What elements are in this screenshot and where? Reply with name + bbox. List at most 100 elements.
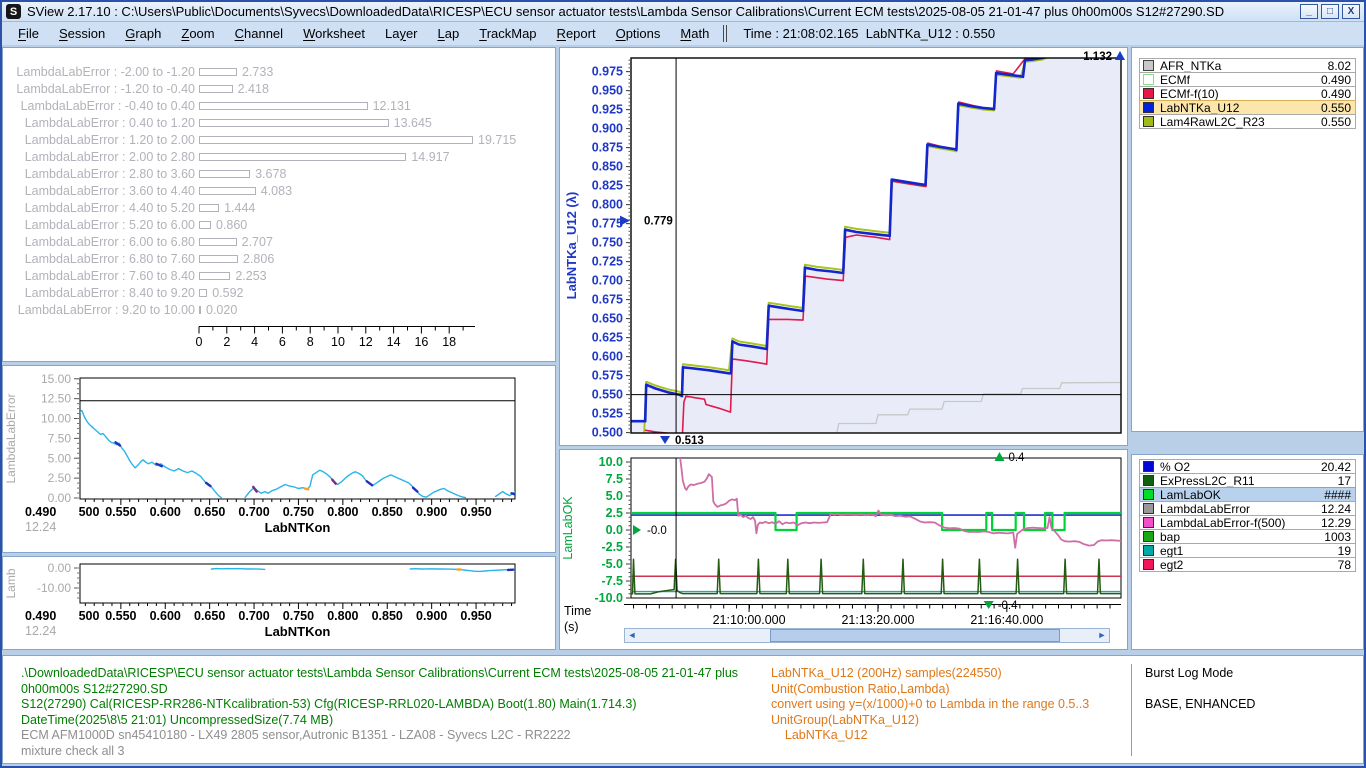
svg-text:-2.5: -2.5: [601, 540, 623, 554]
menu-worksheet[interactable]: Worksheet: [303, 26, 365, 41]
title-bar[interactable]: S SView 2.17.10 : C:\Users\Public\Docume…: [2, 2, 1364, 22]
menu-layer[interactable]: Layer: [384, 26, 418, 41]
time-scrollbar[interactable]: ◄ ►: [624, 628, 1110, 643]
histogram-row-label: LambdaLabError : 0.40 to 1.20: [24, 115, 195, 130]
histogram-row-label: LambdaLabError : 2.00 to 2.80: [24, 149, 195, 164]
labntka-u12-main-chart-panel[interactable]: 0.500 0.525 0.550 0.575 0.600 0.625 0.650 0.675…: [559, 47, 1128, 446]
lamb-vs-labntkon-chart-panel[interactable]: 0.00 -10.00 500 0.550 0.600 0.650 0.700 0.750 0.…: [2, 556, 556, 650]
menu-session[interactable]: Session: [58, 26, 106, 41]
histogram-bar: [199, 135, 474, 144]
restore-button[interactable]: □: [1321, 4, 1339, 19]
menu-zoom[interactable]: Zoom: [181, 26, 215, 41]
svg-text:12.50: 12.50: [41, 392, 71, 406]
svg-text:10.00: 10.00: [41, 412, 71, 426]
svg-text:10: 10: [331, 335, 345, 349]
histogram-row: LambdaLabError : -0.40 to 0.40 12.131: [3, 98, 411, 113]
channel-row[interactable]: egt2 78: [1139, 557, 1356, 572]
menu-graph[interactable]: Graph: [125, 26, 162, 41]
channel-row[interactable]: bap 1003: [1139, 529, 1356, 544]
channel-color-swatch: [1143, 531, 1154, 542]
status-line: Unit(Combustion Ratio,Lambda): [771, 681, 950, 696]
status-line: Burst Log Mode: [1145, 666, 1234, 680]
channel-row[interactable]: ECMf-f(10) 0.490: [1139, 86, 1356, 101]
window-controls: _ □ X: [1300, 4, 1360, 19]
svg-text:0.650: 0.650: [194, 505, 225, 519]
svg-text:5.00: 5.00: [48, 451, 72, 465]
lamb-chart[interactable]: 0.00 -10.00 500 0.550 0.600 0.650 0.700 0.750 0.…: [3, 557, 555, 649]
channel-name: % O2: [1160, 459, 1191, 474]
svg-text:0.700: 0.700: [238, 505, 269, 519]
svg-text:0.750: 0.750: [283, 505, 314, 519]
svg-text:0.950: 0.950: [460, 609, 491, 623]
channel-color-swatch: [1143, 545, 1154, 556]
menu-report[interactable]: Report: [556, 26, 596, 41]
svg-text:LabNTKon: LabNTKon: [265, 624, 331, 639]
histogram-bar: [199, 305, 201, 314]
svg-text:0.600: 0.600: [150, 505, 181, 519]
menu-lap[interactable]: Lap: [437, 26, 460, 41]
close-button[interactable]: X: [1342, 4, 1360, 19]
histogram-bar-value: 0.592: [212, 285, 244, 300]
histogram-bar-value: 19.715: [478, 132, 517, 147]
app-logo-icon: S: [6, 4, 21, 19]
svg-text:0.513: 0.513: [675, 435, 704, 445]
channel-row[interactable]: egt1 19: [1139, 543, 1356, 558]
channel-row[interactable]: % O2 20.42: [1139, 459, 1356, 474]
channel-row[interactable]: LambdaLabError 12.24: [1139, 501, 1356, 516]
svg-text:0.800: 0.800: [592, 198, 623, 212]
channel-row[interactable]: ExPressL2C_R11 17: [1139, 473, 1356, 488]
lamlabok-time-chart-panel[interactable]: 10.0 7.5 5.0 2.5 0.0 -2.5 -5.0 -7.5 -10.0 LamLabO…: [559, 449, 1128, 650]
svg-text:LambdaLabError: LambdaLabError: [4, 393, 18, 483]
scroll-right-arrow[interactable]: ►: [1097, 630, 1107, 640]
svg-text:-10.00: -10.00: [37, 581, 71, 595]
lambdalaberror-chart[interactable]: 0.00 2.50 5.00 7.50 10.00 12.50 15.00 500 0.550 0…: [3, 366, 555, 552]
histogram-row: LambdaLabError : 2.80 to 3.60 3.678: [3, 166, 287, 181]
histogram-row: LambdaLabError : 5.20 to 6.00 0.860: [3, 217, 248, 232]
status-info-panel: .\DownloadedData\RICESP\ECU sensor actua…: [2, 655, 1364, 764]
svg-text:0.490: 0.490: [25, 609, 56, 623]
menu-channel[interactable]: Channel: [234, 26, 284, 41]
scroll-left-arrow[interactable]: ◄: [627, 630, 637, 640]
svg-text:0.525: 0.525: [592, 407, 623, 421]
menu-trackmap[interactable]: TrackMap: [479, 26, 537, 41]
svg-text:0.490: 0.490: [25, 505, 56, 519]
channel-value: 12.29: [1320, 515, 1351, 530]
lamlabok-chart[interactable]: 10.0 7.5 5.0 2.5 0.0 -2.5 -5.0 -7.5 -10.0 LamLabO…: [560, 450, 1127, 649]
labntka-u12-chart[interactable]: 0.500 0.525 0.550 0.575 0.600 0.625 0.650 0.675…: [560, 48, 1127, 445]
histogram-bar: [199, 101, 368, 110]
menu-file[interactable]: File: [18, 26, 39, 41]
minimize-button[interactable]: _: [1300, 4, 1318, 19]
lambda-error-histogram-panel[interactable]: LambdaLabError : -2.00 to -1.20 2.733 Lamb…: [2, 47, 556, 362]
svg-text:2.5: 2.5: [606, 506, 623, 520]
svg-text:0.725: 0.725: [592, 255, 623, 269]
channel-row[interactable]: LamLabOK ####: [1139, 487, 1356, 502]
channel-row[interactable]: LambdaLabError-f(500) 12.29: [1139, 515, 1356, 530]
histogram-row: LambdaLabError : 1.20 to 2.00 19.715: [3, 132, 517, 147]
menu-math[interactable]: Math: [680, 26, 710, 41]
lambdalaberror-vs-labntkon-chart-panel[interactable]: 0.00 2.50 5.00 7.50 10.00 12.50 15.00 500 0.550 0…: [2, 365, 556, 553]
svg-text:15.00: 15.00: [41, 372, 71, 386]
channel-row[interactable]: ECMf 0.490: [1139, 72, 1356, 87]
menu-options[interactable]: Options: [615, 26, 661, 41]
svg-text:18: 18: [442, 335, 456, 349]
channel-row[interactable]: LabNTKa_U12 0.550: [1139, 100, 1356, 115]
histogram-row: LambdaLabError : 3.60 to 4.40 4.083: [3, 183, 292, 198]
channel-name: egt1: [1160, 543, 1184, 558]
svg-text:0.775: 0.775: [592, 217, 623, 231]
status-line: 0h00m00s S12#27290.SD: [21, 681, 168, 696]
svg-text:0.550: 0.550: [592, 388, 623, 402]
channel-row[interactable]: AFR_NTKa 8.02: [1139, 58, 1356, 73]
svg-text:-0.4: -0.4: [998, 600, 1018, 612]
channel-name: AFR_NTKa: [1160, 58, 1222, 73]
window-title: SView 2.17.10 : C:\Users\Public\Document…: [27, 4, 1225, 19]
histogram-row: LambdaLabError : -2.00 to -1.20 2.733: [3, 64, 273, 79]
svg-text:LabNTKa_U12 (λ): LabNTKa_U12 (λ): [564, 192, 579, 300]
histogram-bar-value: 2.418: [237, 81, 269, 96]
histogram-bar-value: 2.733: [241, 64, 274, 79]
channel-row[interactable]: Lam4RawL2C_R23 0.550: [1139, 114, 1356, 129]
histogram-bar: [199, 203, 220, 212]
scroll-thumb[interactable]: [770, 629, 1060, 642]
histogram-bar-value: 2.253: [235, 268, 267, 283]
svg-text:10.0: 10.0: [599, 455, 623, 469]
histogram-row: LambdaLabError : 8.40 to 9.20 0.592: [3, 285, 244, 300]
